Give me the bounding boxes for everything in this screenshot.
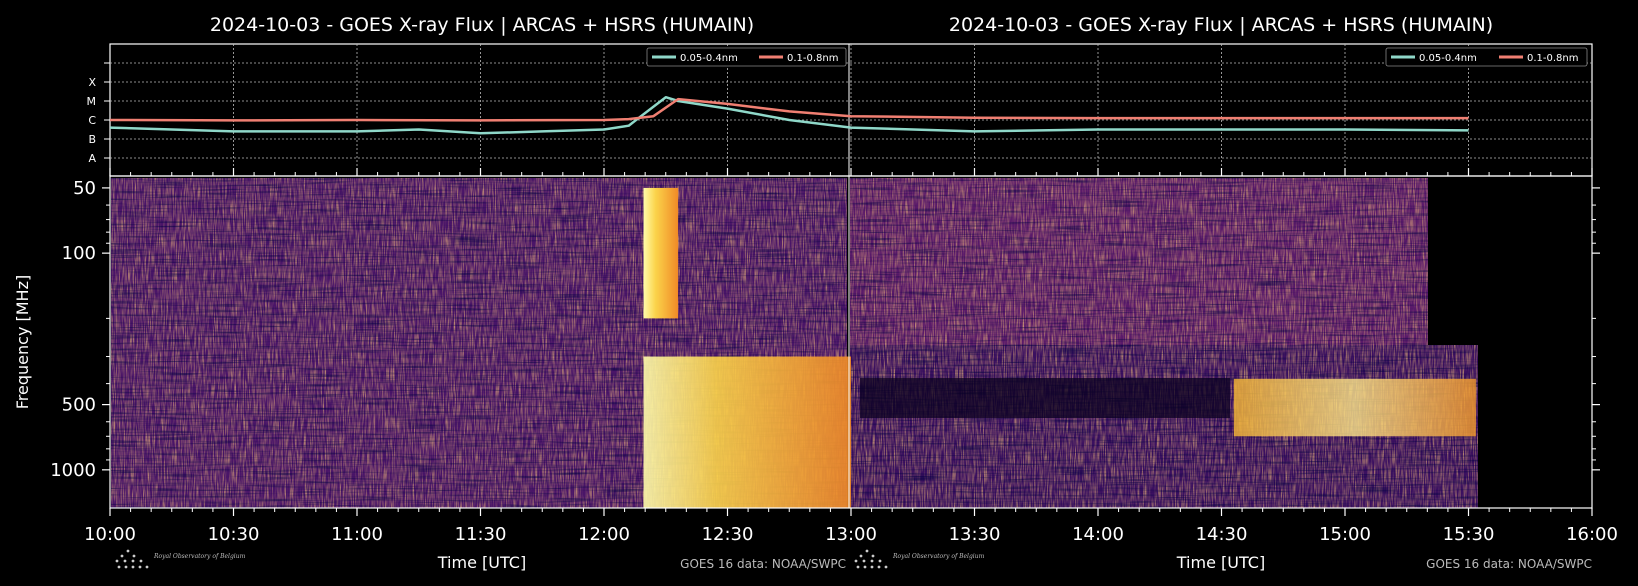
logo-dots-right — [854, 549, 888, 569]
logo-dot — [878, 559, 882, 563]
panel-title-right: 2024-10-03 - GOES X-ray Flux | ARCAS + H… — [949, 14, 1493, 36]
legend-box-right — [1385, 47, 1588, 67]
logo-dot — [138, 565, 142, 569]
legend-label-short-left: 0.05-0.4nm — [680, 53, 738, 64]
credit-left: GOES 16 data: NOAA/SWPC — [680, 557, 846, 571]
time-tick-label: 11:00 — [331, 524, 383, 545]
radio-burst — [643, 356, 851, 508]
logo-text-right: Royal Observatory of Belgium — [892, 553, 985, 560]
logo-dot — [117, 565, 121, 569]
flare-class-label: M — [87, 95, 97, 108]
x-axis-label-left: Time [UTC] — [437, 553, 526, 572]
legend-label-short-right: 0.05-0.4nm — [1419, 53, 1477, 64]
frequency-axis: 50 100 500 1000 — [50, 178, 1600, 481]
y-axis-label: Frequency [MHz] — [13, 275, 32, 409]
time-tick-label: 12:00 — [578, 524, 630, 545]
freq-tick-label: 100 — [62, 243, 96, 264]
logo-dot — [870, 565, 874, 569]
legend-right: 0.05-0.4nm 0.1-0.8nm — [1385, 47, 1588, 67]
dark-absorption-band — [860, 378, 1230, 418]
time-tick-label: 12:30 — [702, 524, 754, 545]
legend-label-long-right: 0.1-0.8nm — [1527, 53, 1579, 64]
logo-text-left: Royal Observatory of Belgium — [153, 553, 246, 560]
logo-dot — [871, 554, 875, 558]
radio-burst — [1233, 378, 1476, 437]
logo-dot — [120, 554, 124, 558]
flare-class-label: C — [88, 114, 96, 127]
time-tick-label: 14:00 — [1072, 524, 1124, 545]
spectrogram-right-upper-lines — [850, 178, 1428, 345]
time-tick-label: 14:30 — [1196, 524, 1248, 545]
logo-dot — [865, 549, 869, 553]
flare-class-label: A — [88, 152, 96, 165]
logo-dot — [877, 565, 881, 569]
logo-dots-left — [115, 549, 149, 569]
logo-dot — [126, 549, 130, 553]
logo-dot — [139, 559, 143, 563]
time-tick-label: 11:30 — [455, 524, 507, 545]
xray-series — [109, 95, 1469, 135]
xray-grid — [110, 44, 1592, 176]
logo-dot — [131, 559, 135, 563]
logo-dot — [856, 565, 860, 569]
freq-tick-label: 500 — [62, 395, 96, 416]
logo-dot — [131, 565, 135, 569]
logo-dot — [863, 565, 867, 569]
spectrogram-panel: 50 100 500 1000 10:00 10:30 11:00 11:30 12:00 12… — [13, 168, 1618, 545]
logo-dot — [145, 565, 149, 569]
time-tick-label: 15:30 — [1443, 524, 1495, 545]
logo-dot — [862, 559, 866, 563]
legend-label-long-left: 0.1-0.8nm — [787, 53, 839, 64]
xray-series-line — [109, 97, 1469, 122]
flare-class-label: B — [88, 133, 96, 146]
logo-dot — [132, 554, 136, 558]
xray-series-line — [109, 95, 1469, 135]
logo-dot — [124, 565, 128, 569]
freq-tick-label: 1000 — [50, 460, 96, 481]
flare-class-label: X — [88, 76, 96, 89]
time-tick-label: 13:30 — [949, 524, 1001, 545]
credit-right: GOES 16 data: NOAA/SWPC — [1426, 557, 1592, 571]
time-tick-label: 16:00 — [1566, 524, 1618, 545]
logo-dot — [859, 554, 863, 558]
time-tick-label: 10:30 — [208, 524, 260, 545]
logo-dot — [123, 559, 127, 563]
freq-tick-label: 50 — [73, 178, 96, 199]
observatory-logo-right: Royal Observatory of Belgium — [854, 549, 985, 569]
observatory-logo-left: Royal Observatory of Belgium — [115, 549, 246, 569]
logo-dot — [854, 559, 858, 563]
radio-bursts — [643, 187, 1476, 508]
time-tick-label: 15:00 — [1319, 524, 1371, 545]
logo-dot — [884, 565, 888, 569]
panel-title-left: 2024-10-03 - GOES X-ray Flux | ARCAS + H… — [210, 14, 754, 36]
time-axis: 10:00 10:30 11:00 11:30 12:00 12:30 13:00 13:30… — [84, 168, 1618, 545]
x-axis-label-right: Time [UTC] — [1176, 553, 1265, 572]
time-tick-label: 13:00 — [825, 524, 877, 545]
radio-burst — [643, 187, 679, 319]
legend-left: 0.05-0.4nm 0.1-0.8nm — [646, 47, 847, 67]
legend-box-left — [646, 47, 847, 67]
logo-dot — [115, 559, 119, 563]
logo-dot — [870, 559, 874, 563]
time-tick-label: 10:00 — [84, 524, 136, 545]
